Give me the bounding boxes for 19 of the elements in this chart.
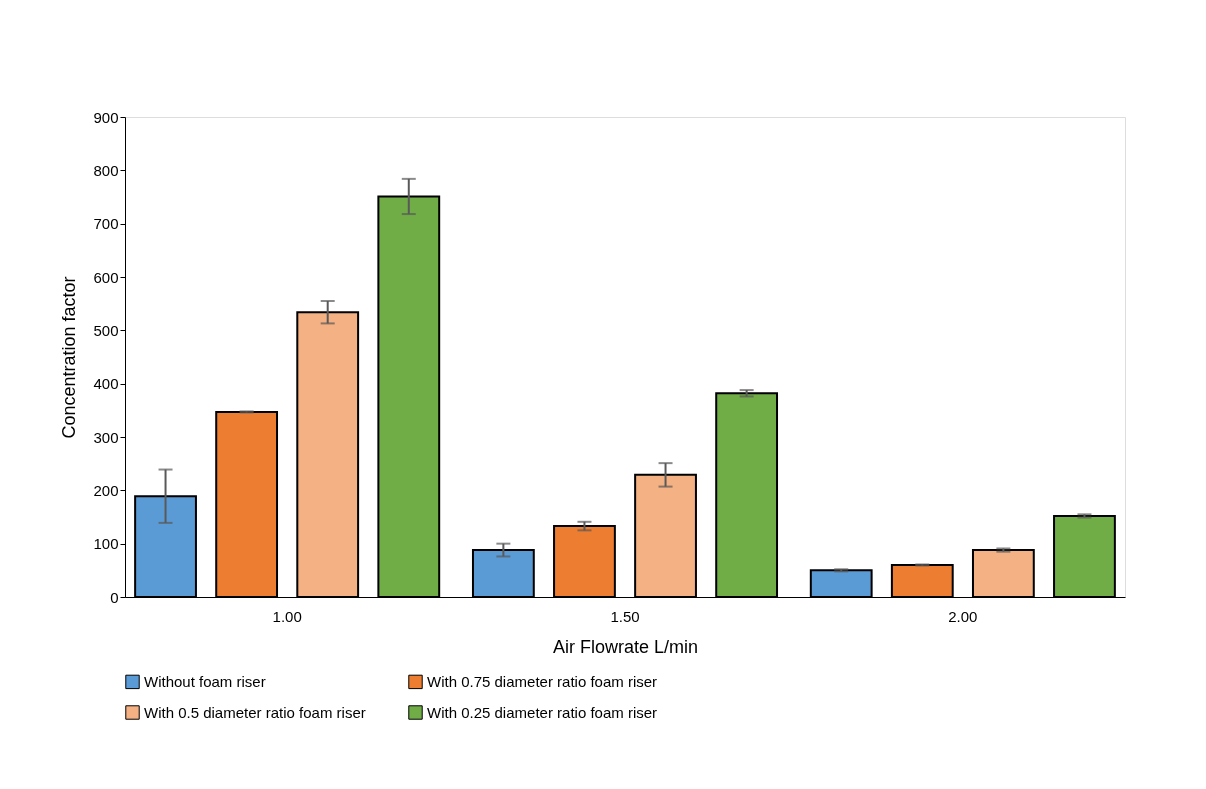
- x-tick-label: 1.00: [272, 607, 302, 625]
- y-tick-label: 400: [93, 375, 119, 393]
- x-axis-title: Air Flowrate L/min: [552, 636, 699, 657]
- x-tick-label: 1.50: [610, 607, 640, 625]
- y-tick-label: 200: [93, 481, 119, 499]
- legend-label: With 0.25 diameter ratio foam riser: [427, 703, 658, 721]
- y-tick-label: 300: [93, 428, 119, 446]
- x-tick-label: 2.00: [948, 607, 978, 625]
- y-tick-label: 800: [93, 161, 119, 179]
- legend-label: Without foam riser: [144, 672, 266, 690]
- legend-label: With 0.5 diameter ratio foam riser: [144, 703, 366, 721]
- y-tick-label: 500: [93, 321, 119, 339]
- y-tick-label: 0: [110, 588, 119, 606]
- y-tick-label: 600: [93, 268, 119, 286]
- y-tick-label: 900: [93, 108, 119, 126]
- y-tick-label: 700: [93, 215, 119, 233]
- legend-label: With 0.75 diameter ratio foam riser: [427, 672, 658, 690]
- y-axis-title: Concentration factor: [59, 276, 80, 439]
- y-tick-label: 100: [93, 535, 119, 553]
